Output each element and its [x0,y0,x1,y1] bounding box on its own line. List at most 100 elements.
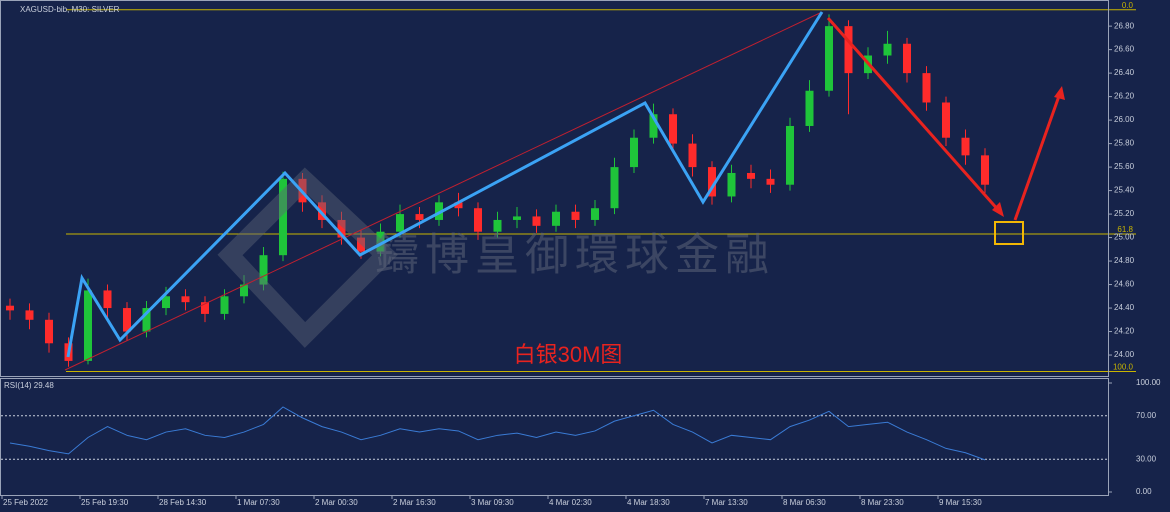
candle-body [337,219,346,238]
candle-body [220,296,229,314]
rsi-frame [0,378,1109,496]
watermark-logo [217,167,398,348]
fib-level-label: 0.0 [1122,1,1134,10]
y-tick-label: 24.00 [1114,350,1135,359]
candle-body [532,216,541,226]
candle-body [786,125,794,185]
x-tick-label: 4 Mar 18:30 [627,498,670,507]
rsi-tick-label: 70.00 [1136,411,1157,420]
annotation: 白银30M图 [514,342,623,367]
watermark: 鑄博皇御環球金融 [375,231,775,280]
candle-body [45,319,53,344]
candle-body [6,305,14,311]
candle-body [727,172,736,197]
candle-body [318,202,326,220]
candle-body [591,208,599,220]
rsi-tick-label: 30.00 [1136,454,1157,463]
candle-body [513,216,521,220]
y-tick-label: 25.60 [1114,162,1135,171]
x-tick-label: 25 Feb 19:30 [81,498,129,507]
y-tick-label: 24.40 [1114,303,1135,312]
candle-body [571,211,580,220]
candle-body [454,202,463,209]
chart-title: XAGUSD-bib, M30: SILVER [20,5,120,14]
candle-body [922,73,931,103]
candle-body [201,302,209,314]
y-tick-label: 24.20 [1114,327,1135,336]
candle-body [357,237,365,252]
candle-body [103,290,112,309]
arrow-head [1054,86,1065,100]
candle-body [181,296,190,303]
wave-arrows [66,11,824,358]
candle-body [688,143,697,168]
rsi-label: RSI(14) 29.48 [4,381,54,390]
candle-body [240,284,248,297]
candle-body [844,26,853,74]
candle-body [708,167,716,197]
down-arrow [826,17,1002,213]
candle-body [610,167,619,209]
x-tick-label: 7 Mar 13:30 [705,498,748,507]
candle-body [142,308,151,332]
candle-body [552,211,560,226]
x-tick-label: 3 Mar 09:30 [471,498,514,507]
candle-body [961,137,970,156]
y-tick-label: 24.80 [1114,256,1135,265]
y-tick-label: 26.00 [1114,115,1135,124]
x-tick-label: 2 Mar 16:30 [393,498,436,507]
x-tick-label: 8 Mar 23:30 [861,498,904,507]
candle-body [474,208,482,232]
candle-body [123,308,131,332]
y-tick-label: 25.40 [1114,186,1135,195]
y-tick-label: 26.40 [1114,68,1135,77]
y-tick-label: 26.20 [1114,92,1135,101]
candle-body [903,43,911,74]
candle-body [825,26,833,91]
candle-body [259,255,268,285]
candle-body [766,178,775,185]
candle-body [435,202,443,220]
y-tick-label: 25.00 [1114,233,1135,242]
y-tick-label: 26.60 [1114,45,1135,54]
y-tick-label: 25.20 [1114,209,1135,218]
candle-body [279,178,287,256]
plot-frame [0,0,1109,377]
candle-body [415,214,424,220]
rsi-tick-label: 100.00 [1136,378,1161,387]
candle-body [396,214,404,232]
x-tick-label: 28 Feb 14:30 [159,498,207,507]
y-tick-label: 26.80 [1114,21,1135,30]
candle-body [162,296,170,309]
y-tick-label: 24.60 [1114,280,1135,289]
candle-body [493,219,502,232]
candle-body [84,290,92,361]
target-box [994,221,1024,245]
rsi-line [9,406,986,461]
x-tick-label: 4 Mar 02:30 [549,498,592,507]
rsi-tick-label: 0.00 [1136,487,1152,496]
candle-body [669,114,677,144]
up-arrow [1013,95,1061,221]
fib-level-label: 61.8 [1117,225,1133,234]
candle-body [747,172,755,179]
trend-line [64,11,823,371]
arrow-head [992,202,1004,217]
x-tick-label: 8 Mar 06:30 [783,498,826,507]
candle-body [981,155,989,185]
x-tick-label: 1 Mar 07:30 [237,498,280,507]
x-tick-label: 9 Mar 15:30 [939,498,982,507]
candle-body [649,114,658,138]
candle-body [376,231,385,252]
candle-body [883,43,892,56]
y-tick-label: 25.80 [1114,139,1135,148]
fib-level-label: 100.0 [1113,363,1134,372]
candle-body [25,310,34,320]
candle-body [630,137,638,168]
x-tick-label: 2 Mar 00:30 [315,498,358,507]
candle-body [942,102,950,138]
candle-body [805,90,814,126]
x-tick-label: 25 Feb 2022 [3,498,48,507]
